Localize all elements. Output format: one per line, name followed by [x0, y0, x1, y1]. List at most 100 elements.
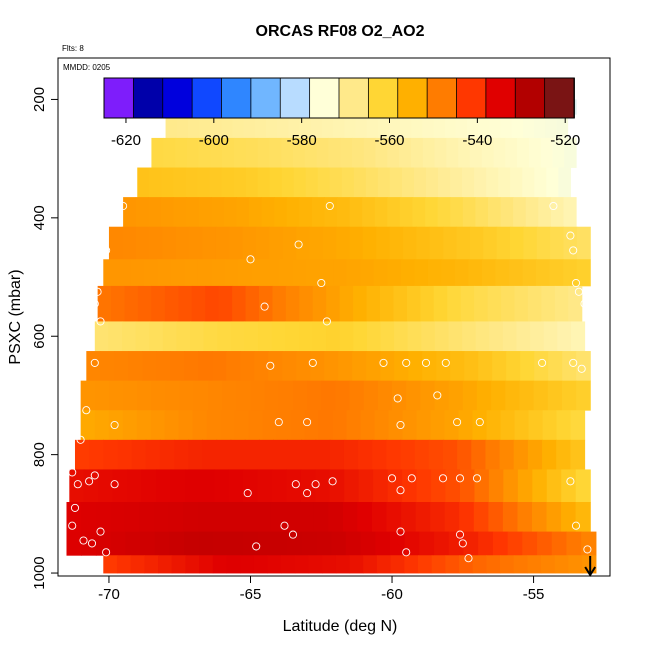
- heatmap-cell: [274, 197, 288, 228]
- heatmap-cell: [312, 285, 327, 322]
- observation-point: [569, 246, 578, 255]
- heatmap-cell: [486, 555, 501, 574]
- heatmap-cell: [400, 114, 412, 139]
- y-tick-label: 1000: [31, 556, 48, 589]
- observation-point: [90, 299, 99, 308]
- heatmap-cell: [331, 531, 347, 556]
- observation-point: [85, 477, 94, 486]
- heatmap-cell: [534, 167, 547, 198]
- heatmap-cell: [190, 321, 205, 352]
- heatmap-cell: [366, 321, 382, 352]
- heatmap-cell: [386, 502, 402, 532]
- observation-point: [87, 539, 97, 548]
- heatmap-cell: [135, 226, 150, 260]
- heatmap-cell: [387, 137, 400, 168]
- heatmap-cell: [197, 502, 213, 532]
- heatmap-cell: [495, 259, 510, 287]
- observation-point: [393, 394, 402, 403]
- heatmap-cell: [459, 469, 476, 503]
- heatmap-cell: [156, 469, 172, 503]
- heatmap-cell: [232, 285, 247, 322]
- colorbar-tick-label: -520: [550, 132, 580, 149]
- heatmap-cell: [581, 531, 597, 556]
- heatmap-cell: [575, 469, 591, 503]
- heatmap-cell: [163, 137, 176, 168]
- observation-point: [538, 358, 547, 367]
- heatmap-cell: [501, 285, 516, 322]
- heatmap-cell: [376, 226, 391, 260]
- heatmap-cell: [416, 410, 432, 441]
- heatmap-cell: [156, 351, 171, 382]
- heatmap-cell: [519, 380, 535, 411]
- heatmap-cell: [458, 137, 471, 168]
- heatmap-cell: [312, 321, 327, 352]
- heatmap-cell: [95, 502, 111, 532]
- heatmap-cell: [360, 531, 376, 556]
- heatmap-cell: [483, 226, 498, 260]
- heatmap-cell: [570, 439, 586, 470]
- heatmap-cell: [271, 321, 286, 352]
- heatmap-cell: [557, 321, 572, 352]
- heatmap-cell: [443, 226, 458, 260]
- heatmap-cell: [324, 197, 338, 228]
- heatmap-cell: [264, 380, 280, 411]
- heatmap-cell: [215, 226, 230, 260]
- heatmap-cell: [528, 410, 544, 441]
- heatmap-cell: [174, 439, 189, 470]
- heatmap-cell: [502, 321, 518, 352]
- heatmap-cell: [463, 531, 479, 556]
- heatmap-cell: [464, 351, 479, 382]
- heatmap-cell: [491, 380, 506, 411]
- heatmap-cell: [363, 137, 377, 168]
- heatmap-cell: [346, 410, 362, 441]
- heatmap-cell: [108, 321, 123, 352]
- heatmap-cell: [248, 197, 263, 228]
- observation-point: [79, 536, 88, 545]
- heatmap-cell: [546, 167, 559, 198]
- heatmap-cell: [562, 351, 577, 382]
- heatmap-cell: [475, 321, 490, 352]
- heatmap-cell: [234, 410, 250, 441]
- heatmap-cell: [413, 167, 427, 198]
- heatmap-cell: [316, 137, 329, 168]
- date-label: MMDD: 0205: [63, 63, 111, 72]
- heatmap-cell: [541, 555, 556, 574]
- heatmap-cell: [192, 410, 208, 441]
- heatmap-cell: [193, 380, 209, 411]
- heatmap-cell: [150, 410, 166, 441]
- heatmap-cell: [269, 167, 283, 198]
- heatmap-cell: [282, 226, 297, 260]
- heatmap-cell: [550, 226, 565, 260]
- heatmap-cell: [422, 114, 435, 139]
- heatmap-cell: [540, 137, 554, 168]
- heatmap-cell: [170, 469, 186, 503]
- heatmap-cell: [433, 285, 448, 322]
- heatmap-cell: [222, 380, 237, 411]
- heatmap-cell: [376, 555, 392, 574]
- heatmap-cell: [296, 351, 311, 382]
- heatmap-cell: [352, 351, 367, 382]
- heatmap-cell: [165, 114, 178, 139]
- heatmap-cell: [103, 259, 118, 287]
- y-tick-label: 600: [31, 324, 48, 349]
- heatmap-cell: [250, 380, 266, 411]
- heatmap-cell: [386, 439, 402, 470]
- heatmap-cell: [389, 531, 406, 556]
- heatmap-cell: [554, 555, 570, 574]
- heatmap-cell: [527, 439, 543, 470]
- heatmap-cell: [329, 469, 345, 503]
- colorbar-tick-label: -620: [111, 132, 141, 149]
- heatmap-cell: [387, 259, 402, 287]
- y-axis: 200 400 600 800 1000: [31, 87, 58, 590]
- colorbar-segment: [338, 77, 370, 119]
- heatmap-cell: [399, 137, 412, 168]
- heatmap-cell: [252, 259, 267, 287]
- observation-point: [288, 530, 298, 539]
- observation-point: [441, 358, 450, 367]
- observation-point: [379, 358, 388, 367]
- heatmap-cell: [514, 410, 530, 441]
- heatmap-cell: [187, 114, 200, 139]
- heatmap-cell: [124, 502, 140, 532]
- heatmap-cell: [522, 259, 537, 287]
